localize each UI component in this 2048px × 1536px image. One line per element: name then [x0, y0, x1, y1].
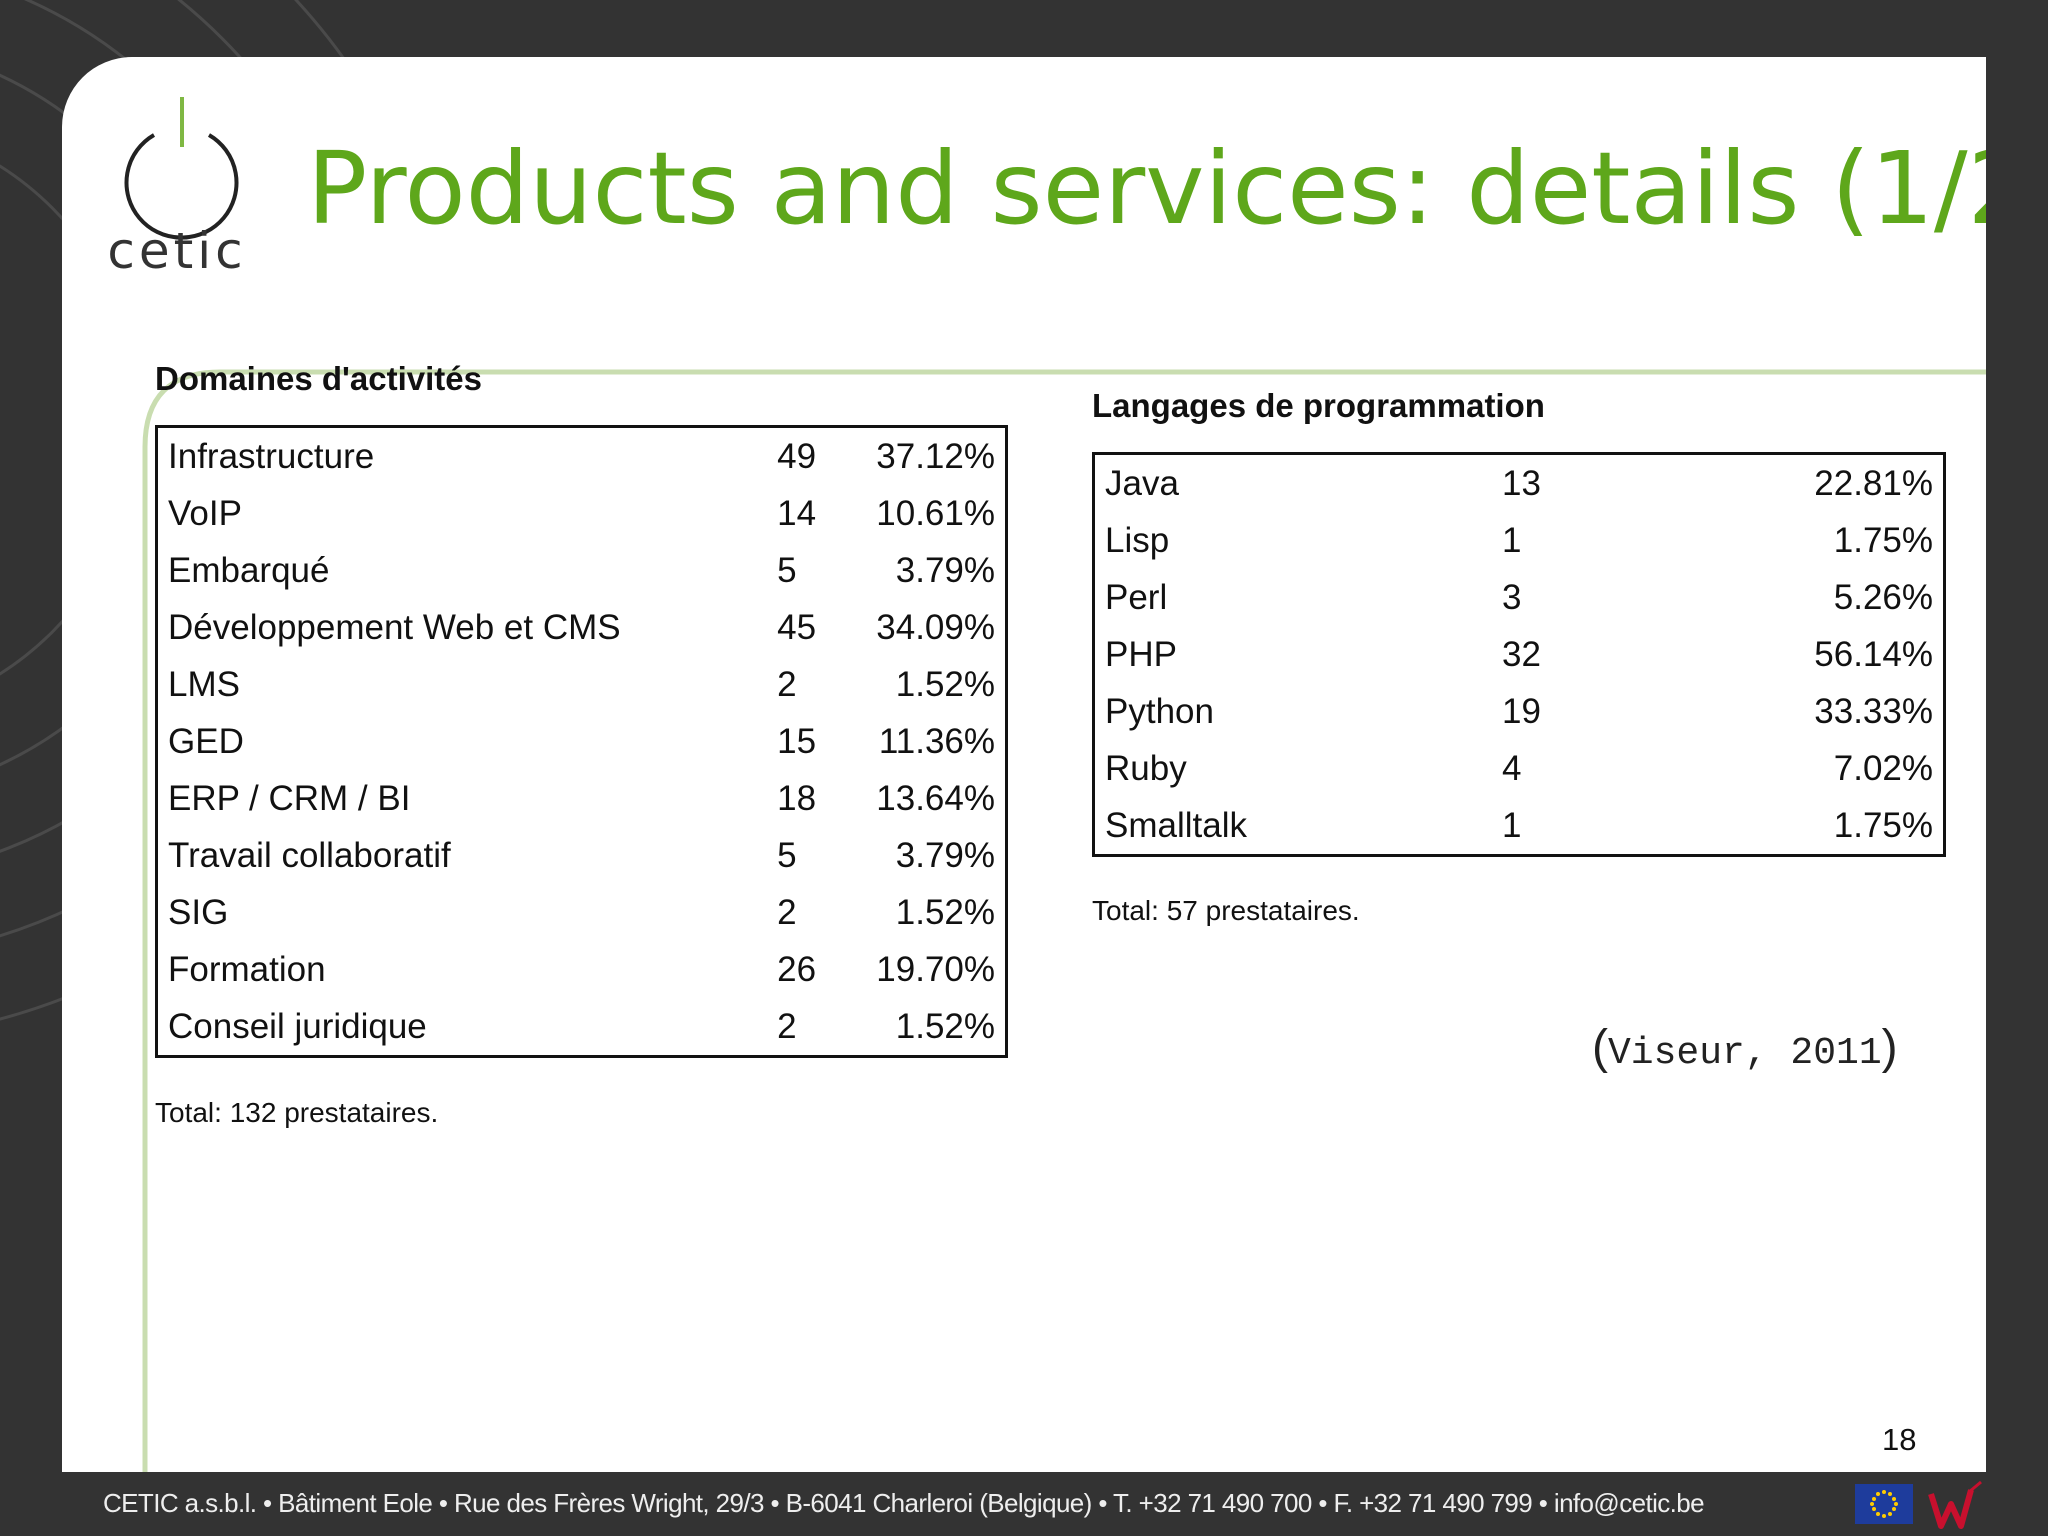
- domaines-count-cell: 2: [777, 1006, 797, 1046]
- langages-label-cell: PHP: [1105, 634, 1177, 674]
- domaines-label-cell: LMS: [168, 664, 240, 704]
- langages-row: Java 13 22.81%: [1094, 454, 1945, 513]
- domaines-label-cell: GED: [168, 721, 244, 761]
- domaines-label-cell: Infrastructure: [168, 436, 375, 476]
- domaines-count-cell: 2: [777, 892, 797, 932]
- langages-label-cell: Java: [1105, 463, 1179, 503]
- domaines-label-cell: Travail collaboratif: [168, 835, 451, 875]
- langages-row: Perl 3 5.26%: [1094, 569, 1945, 626]
- langages-total: Total: 57 prestataires.: [1092, 895, 1360, 926]
- cetic-logo-icon: [124, 97, 239, 240]
- langages-label-cell: Smalltalk: [1105, 805, 1247, 845]
- langages-label-cell: Python: [1105, 691, 1214, 731]
- langages-label-cell: Perl: [1105, 577, 1168, 617]
- domaines-count-cell: 5: [777, 835, 797, 875]
- domaines-row: Infrastructure 49 37.12%: [157, 427, 1007, 486]
- eu-flag-icon: [1855, 1484, 1913, 1524]
- domaines-row: ERP / CRM / BI 18 13.64%: [157, 770, 1007, 827]
- domaines-count-cell: 45: [777, 607, 817, 647]
- domaines-title: Domaines d'activités: [155, 360, 482, 397]
- domaines-row: Formation 26 19.70%: [157, 941, 1007, 998]
- langages-count-cell: 3: [1502, 577, 1522, 617]
- langages-row: Python 19 33.33%: [1094, 683, 1945, 740]
- slide-title: Products and services: details (1/2): [307, 130, 1986, 247]
- langages-row: PHP 32 56.14%: [1094, 626, 1945, 683]
- langages-percent-cell: 1.75%: [1833, 520, 1933, 560]
- domaines-percent-cell: 10.61%: [876, 493, 995, 533]
- langages-percent-cell: 33.33%: [1814, 691, 1933, 731]
- footer-contact-text: CETIC a.s.b.l. • Bâtiment Eole • Rue des…: [103, 1488, 1705, 1518]
- domaines-percent-cell: 1.52%: [895, 664, 995, 704]
- domaines-percent-cell: 13.64%: [876, 778, 995, 818]
- domaines-count-cell: 26: [777, 949, 817, 989]
- domaines-label-cell: Conseil juridique: [168, 1006, 427, 1046]
- domaines-label-cell: ERP / CRM / BI: [168, 778, 411, 818]
- citation-open-paren: (: [1592, 1021, 1608, 1074]
- domaines-percent-cell: 3.79%: [895, 550, 995, 590]
- langages-title: Langages de programmation: [1092, 387, 1545, 424]
- logo-wordmark: cetic: [107, 222, 247, 280]
- domaines-row: Conseil juridique 2 1.52%: [157, 998, 1007, 1057]
- domaines-total: Total: 132 prestataires.: [155, 1097, 439, 1128]
- domaines-percent-cell: 34.09%: [876, 607, 995, 647]
- langages-percent-cell: 22.81%: [1814, 463, 1933, 503]
- domaines-label-cell: VoIP: [168, 493, 242, 533]
- domaines-row: Embarqué 5 3.79%: [157, 542, 1007, 599]
- domaines-percent-cell: 1.52%: [895, 1006, 995, 1046]
- domaines-label-cell: SIG: [168, 892, 229, 932]
- langages-percent-cell: 7.02%: [1833, 748, 1933, 788]
- domaines-percent-cell: 11.36%: [878, 721, 995, 761]
- domaines-count-cell: 5: [777, 550, 797, 590]
- citation: (Viseur, 2011): [1592, 1020, 1898, 1075]
- domaines-count-cell: 49: [777, 436, 817, 476]
- domaines-row: LMS 2 1.52%: [157, 656, 1007, 713]
- citation-close-paren: ): [1881, 1021, 1898, 1074]
- domaines-percent-cell: 1.52%: [895, 892, 995, 932]
- domaines-label-cell: Embarqué: [168, 550, 330, 590]
- domaines-count-cell: 2: [777, 664, 797, 704]
- domaines-row: GED 15 11.36%: [157, 713, 1007, 770]
- langages-percent-cell: 56.14%: [1814, 634, 1933, 674]
- langages-percent-cell: 5.26%: [1833, 577, 1933, 617]
- domaines-label-cell: Formation: [168, 949, 326, 989]
- domaines-label-cell: Développement Web et CMS: [168, 607, 621, 647]
- frame-bracket-decoration: [142, 369, 1986, 1472]
- langages-count-cell: 1: [1502, 520, 1522, 560]
- langages-percent-cell: 1.75%: [1833, 805, 1933, 845]
- domaines-count-cell: 14: [777, 493, 817, 533]
- domaines-table: Infrastructure 49 37.12% VoIP 14 10.61% Embarq…: [155, 425, 1008, 1058]
- langages-count-cell: 19: [1502, 691, 1541, 731]
- langages-row: Ruby 4 7.02%: [1094, 740, 1945, 797]
- langages-count-cell: 4: [1502, 748, 1522, 788]
- footer-bar: CETIC a.s.b.l. • Bâtiment Eole • Rue des…: [0, 1472, 2048, 1536]
- citation-reference: Viseur, 2011: [1607, 1032, 1882, 1075]
- walloon-region-logo-icon: [1928, 1480, 1982, 1529]
- domaines-count-cell: 18: [777, 778, 817, 818]
- langages-label-cell: Lisp: [1105, 520, 1170, 560]
- domaines-row: VoIP 14 10.61%: [157, 485, 1007, 542]
- domaines-row: Travail collaboratif 5 3.79%: [157, 827, 1007, 884]
- domaines-percent-cell: 37.12%: [876, 436, 995, 476]
- langages-row: Smalltalk 1 1.75%: [1094, 797, 1945, 856]
- langages-count-cell: 32: [1502, 634, 1541, 674]
- domaines-percent-cell: 3.79%: [895, 835, 995, 875]
- langages-count-cell: 13: [1502, 463, 1541, 503]
- langages-row: Lisp 1 1.75%: [1094, 512, 1945, 569]
- page-number: 18: [1882, 1422, 1917, 1457]
- domaines-percent-cell: 19.70%: [876, 949, 995, 989]
- langages-count-cell: 1: [1502, 805, 1522, 845]
- domaines-row: Développement Web et CMS 45 34.09%: [157, 599, 1007, 656]
- langages-table: Java 13 22.81% Lisp 1 1.75% Perl 3 5.26% PHP 32 56.…: [1092, 452, 1946, 857]
- slide: cetic Products and services: details (1/…: [62, 57, 1986, 1472]
- domaines-count-cell: 15: [777, 721, 817, 761]
- langages-label-cell: Ruby: [1105, 748, 1187, 788]
- domaines-row: SIG 2 1.52%: [157, 884, 1007, 941]
